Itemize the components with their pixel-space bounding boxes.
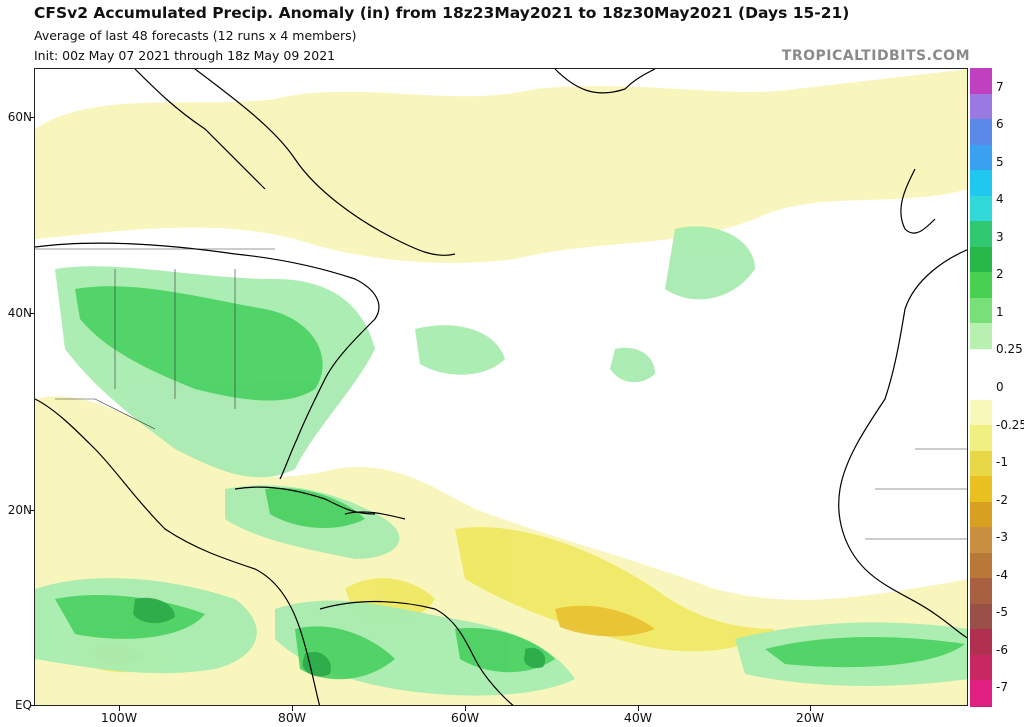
colorbar-segment xyxy=(970,578,992,605)
lat-label-40n: 40N xyxy=(7,306,32,320)
colorbar-segment xyxy=(970,323,992,350)
colorbar-segment xyxy=(970,450,992,478)
colorbar-label: -6 xyxy=(996,642,1008,657)
colorbar-label: 7 xyxy=(996,79,1004,94)
colorbar-segment xyxy=(970,68,992,95)
colorbar-label: -3 xyxy=(996,530,1008,545)
colorbar-segment xyxy=(970,144,992,172)
lon-label-100w: 100W xyxy=(100,710,138,725)
map-title: CFSv2 Accumulated Precip. Anomaly (in) f… xyxy=(34,4,850,22)
colorbar-segment xyxy=(970,195,992,223)
colorbar-label: -7 xyxy=(996,680,1008,695)
strong-wet-areas xyxy=(133,597,546,677)
map-panel xyxy=(34,68,968,706)
colorbar-segment xyxy=(970,501,992,529)
lon-tick xyxy=(465,706,466,711)
init-text: Init: 00z May 07 2021 through 18z May 09… xyxy=(34,48,336,63)
lon-tick xyxy=(810,706,811,711)
colorbar-segment xyxy=(970,246,992,274)
colorbar-label: 0.25 xyxy=(996,342,1023,357)
lat-tick xyxy=(30,510,34,511)
colorbar-label: 1 xyxy=(996,304,1004,319)
colorbar xyxy=(970,68,992,707)
colorbar-segment xyxy=(970,297,992,325)
colorbar-segment xyxy=(970,527,992,554)
colorbar-label: 4 xyxy=(996,192,1004,207)
colorbar-label: -2 xyxy=(996,492,1008,507)
lon-label-20w: 20W xyxy=(795,710,825,725)
colorbar-segment xyxy=(970,629,992,656)
brand-watermark: TROPICALTIDBITS.COM xyxy=(781,48,970,64)
coastlines xyxy=(35,69,967,705)
lat-tick xyxy=(30,117,34,118)
colorbar-segment xyxy=(970,374,992,401)
colorbar-segment xyxy=(970,348,992,376)
colorbar-segment xyxy=(970,119,992,146)
colorbar-label: -1 xyxy=(996,455,1008,470)
colorbar-segment xyxy=(970,425,992,452)
colorbar-segment xyxy=(970,221,992,248)
colorbar-segment xyxy=(970,552,992,580)
colorbar-segment xyxy=(970,272,992,299)
colorbar-segment xyxy=(970,680,992,707)
colorbar-segment xyxy=(970,399,992,427)
lon-label-40w: 40W xyxy=(623,710,653,725)
colorbar-label: 6 xyxy=(996,117,1004,132)
moderate-wet-areas xyxy=(55,286,965,680)
colorbar-segment xyxy=(970,603,992,631)
lat-tick xyxy=(30,705,34,706)
colorbar-label: -0.25 xyxy=(996,417,1024,432)
lat-label-eq: EQ xyxy=(14,698,32,712)
lon-tick xyxy=(638,706,639,711)
lon-label-60w: 60W xyxy=(450,710,480,725)
lat-tick xyxy=(30,313,34,314)
colorbar-label: -5 xyxy=(996,605,1008,620)
colorbar-label: 2 xyxy=(996,267,1004,282)
lat-label-60n: 60N xyxy=(7,110,32,124)
map-subtitle: Average of last 48 forecasts (12 runs x … xyxy=(34,28,357,43)
border-lines xyxy=(35,248,967,540)
colorbar-label: 3 xyxy=(996,229,1004,244)
colorbar-segment xyxy=(970,170,992,197)
colorbar-label: 5 xyxy=(996,154,1004,169)
colorbar-segment xyxy=(970,654,992,682)
lon-tick xyxy=(292,706,293,711)
lat-label-20n: 20N xyxy=(7,503,32,517)
precip-anomaly-map xyxy=(35,69,967,705)
lon-label-80w: 80W xyxy=(277,710,307,725)
colorbar-segment xyxy=(970,476,992,503)
colorbar-label: 0 xyxy=(996,380,1004,394)
lon-tick xyxy=(119,706,120,711)
colorbar-label: -4 xyxy=(996,567,1008,582)
colorbar-segment xyxy=(970,93,992,121)
